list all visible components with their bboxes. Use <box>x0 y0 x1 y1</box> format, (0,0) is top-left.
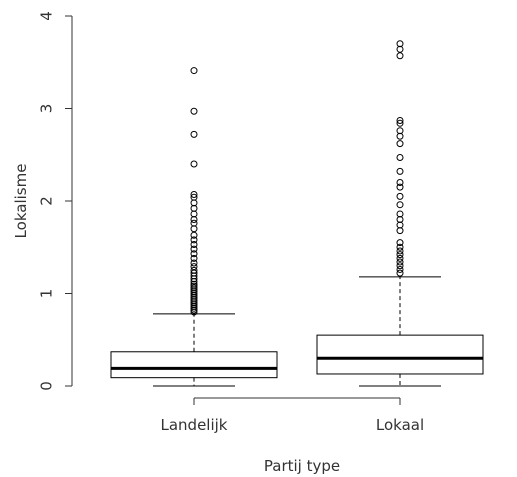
outlier-point <box>396 269 404 277</box>
outlier-point <box>190 219 198 227</box>
x-ticks: Landelijk Lokaal <box>161 398 424 434</box>
outlier-point <box>396 154 404 162</box>
outlier-point <box>396 52 404 60</box>
outlier-point <box>396 117 404 125</box>
outlier-point <box>190 245 198 253</box>
outlier-point <box>396 140 404 148</box>
x-axis-title: Partij type <box>264 457 340 475</box>
axes: 0 1 2 3 4 Landelijk Lokaal <box>38 11 425 434</box>
outlier-point <box>190 282 198 290</box>
outlier-point <box>396 179 404 186</box>
outlier-point <box>396 119 404 127</box>
x-tick-label: Lokaal <box>376 416 424 434</box>
outlier-point <box>396 247 404 255</box>
outlier-point <box>190 130 198 138</box>
iqr-box <box>110 351 278 379</box>
y-tick-label: 3 <box>38 104 56 114</box>
outlier-point <box>190 193 198 201</box>
outlier-point <box>190 236 198 244</box>
outlier-point <box>396 183 404 191</box>
outlier-point <box>396 127 404 135</box>
y-axis-title: Lokalisme <box>12 164 30 239</box>
box-group <box>110 67 278 387</box>
outlier-point <box>190 240 198 248</box>
outlier-point <box>396 262 404 270</box>
outlier-point <box>396 254 404 262</box>
outlier-point <box>190 191 198 199</box>
y-ticks: 0 1 2 3 4 <box>38 11 72 391</box>
outlier-point <box>396 239 404 247</box>
outlier-point <box>190 266 198 274</box>
outlier-point <box>190 259 198 267</box>
iqr-box <box>316 334 484 375</box>
y-tick-label: 4 <box>38 11 56 21</box>
outlier-point <box>396 40 404 48</box>
outlier-point <box>190 254 198 262</box>
outlier-point <box>190 67 198 75</box>
y-tick-label: 2 <box>38 196 56 206</box>
outlier-point <box>396 167 404 175</box>
outlier-point <box>190 250 198 258</box>
outlier-point <box>396 265 404 273</box>
box-group <box>316 40 484 387</box>
x-tick-label: Landelijk <box>161 416 228 434</box>
outlier-point <box>396 210 404 218</box>
y-tick-label: 0 <box>38 381 56 391</box>
outlier-point <box>190 263 198 271</box>
outlier-point <box>190 160 198 168</box>
outlier-point <box>396 251 404 259</box>
y-tick-label: 1 <box>38 289 56 299</box>
outlier-point <box>396 243 404 251</box>
outlier-point <box>396 258 404 266</box>
outlier-point <box>396 192 404 200</box>
plot-area <box>110 40 484 387</box>
outlier-point <box>190 107 198 115</box>
outlier-point <box>396 201 404 209</box>
